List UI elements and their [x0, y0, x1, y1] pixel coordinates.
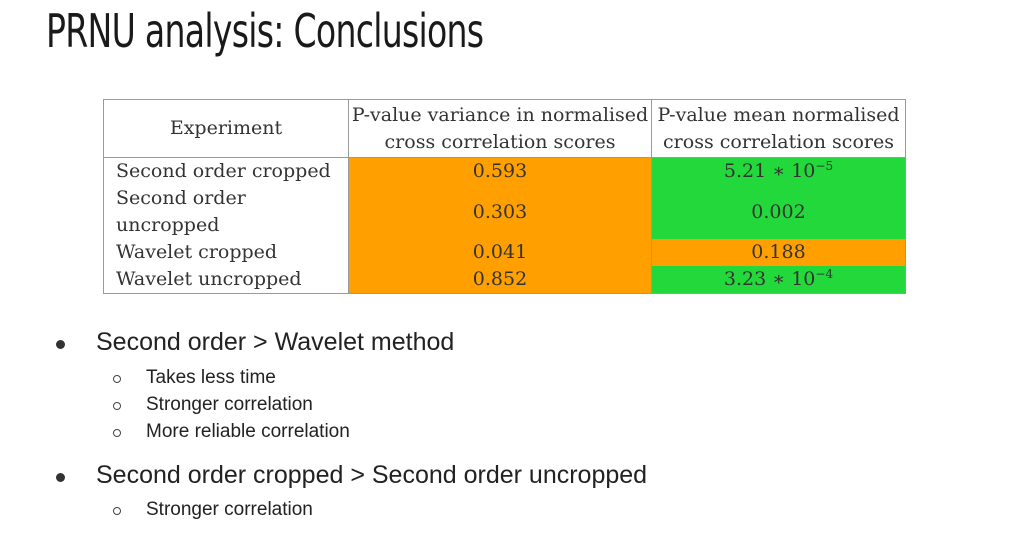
table-row: Wavelet cropped 0.041 0.188 [103, 239, 906, 266]
sub-bullet-ring-icon [113, 429, 121, 437]
mean-cell: 3.23 ∗ 10−4 [651, 266, 906, 294]
sub-bullet-text: More reliable correlation [146, 421, 350, 442]
mean-cell: 0.188 [651, 239, 906, 266]
experiment-cell: Second order uncropped [103, 185, 349, 239]
header-mean: P-value mean normalised cross correlatio… [651, 99, 906, 158]
variance-cell: 0.303 [348, 185, 652, 239]
mean-cell: 0.002 [651, 185, 906, 239]
table-row: Wavelet uncropped 0.852 3.23 ∗ 10−4 [103, 266, 906, 294]
experiment-cell: Wavelet uncropped [103, 266, 349, 294]
mean-value: 3.23 ∗ 10 [723, 268, 816, 290]
experiment-cell: Second order cropped [103, 157, 349, 185]
table-row: Second order cropped 0.593 5.21 ∗ 10−5 [103, 157, 906, 185]
mean-value: 0.188 [751, 241, 806, 263]
mean-exponent: −4 [815, 267, 834, 281]
mean-cell: 5.21 ∗ 10−5 [651, 157, 906, 185]
bullet-dot-icon [56, 340, 65, 349]
experiment-cell: Wavelet cropped [103, 239, 349, 266]
mean-value: 5.21 ∗ 10 [723, 160, 816, 182]
sub-bullet-ring-icon [113, 375, 121, 383]
results-table: Experiment P-value variance in normalise… [103, 99, 906, 294]
table-row: Second order uncropped 0.303 0.002 [103, 185, 906, 239]
bullet-text: Second order cropped > Second order uncr… [96, 461, 648, 489]
mean-value: 0.002 [751, 200, 806, 223]
table-header-row: Experiment P-value variance in normalise… [103, 99, 906, 158]
mean-exponent: −5 [815, 159, 834, 173]
header-experiment: Experiment [103, 99, 349, 158]
bullet-dot-icon [56, 473, 65, 482]
sub-bullet-text: Stronger correlation [146, 499, 313, 520]
variance-cell: 0.593 [348, 157, 652, 185]
slide-title: PRNU analysis: Conclusions [46, 4, 484, 58]
header-variance: P-value variance in normalised cross cor… [348, 99, 652, 158]
sub-bullet-ring-icon [113, 507, 121, 515]
variance-cell: 0.041 [348, 239, 652, 266]
sub-bullet-text: Takes less time [146, 367, 276, 388]
variance-cell: 0.852 [348, 266, 652, 294]
sub-bullet-text: Stronger correlation [146, 394, 313, 415]
bullet-text: Second order > Wavelet method [96, 328, 455, 356]
sub-bullet-ring-icon [113, 402, 121, 410]
